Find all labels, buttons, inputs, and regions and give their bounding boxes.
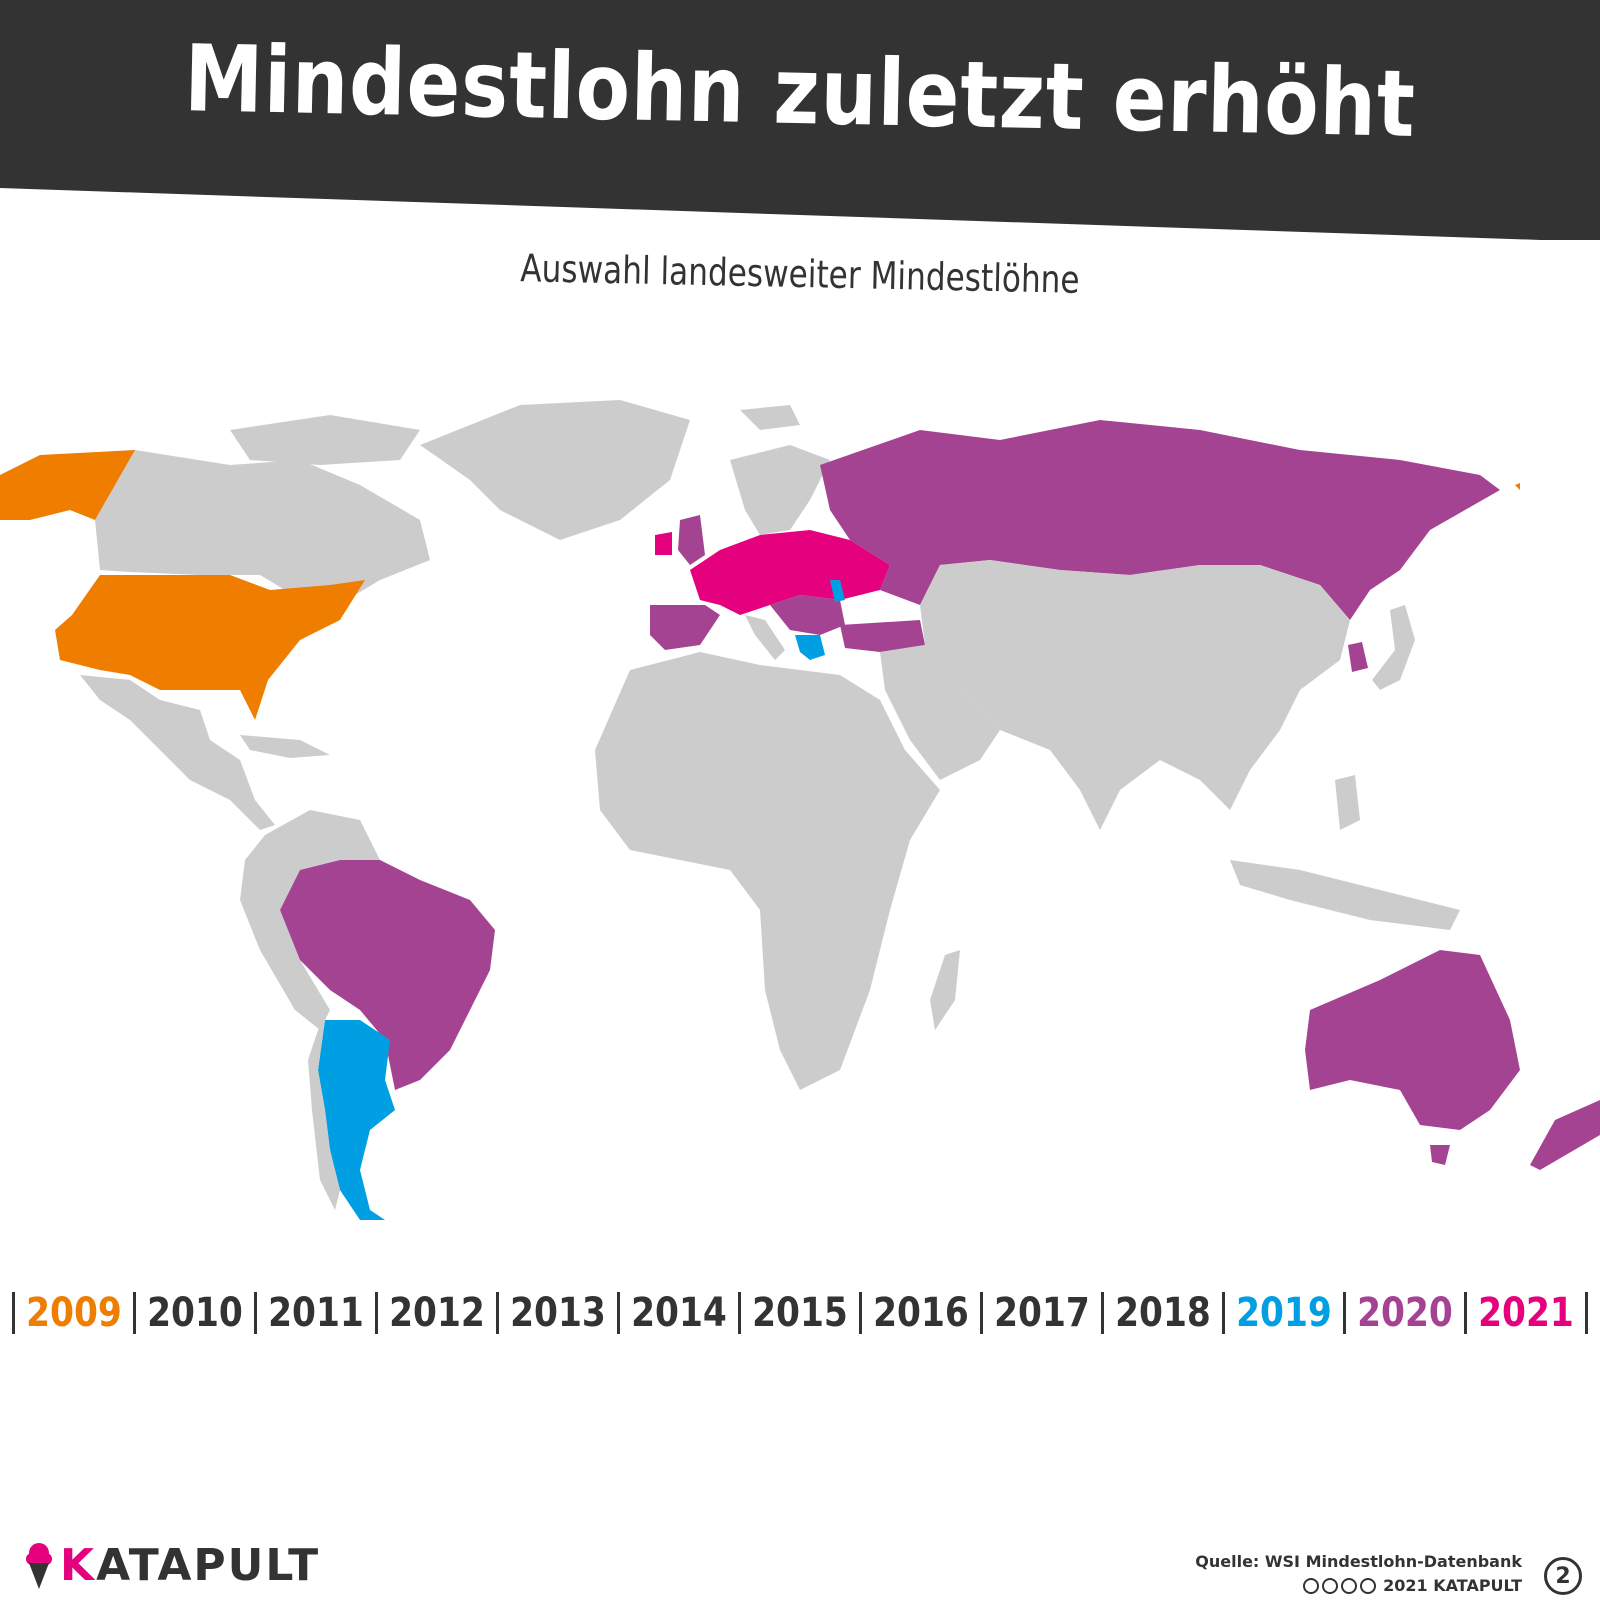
map-region-balkans bbox=[770, 595, 845, 635]
header-band bbox=[0, 0, 1600, 240]
legend-year-2015: 2015 bbox=[752, 1290, 848, 1336]
header-background bbox=[0, 0, 1600, 240]
logo-text: KATAPULT bbox=[60, 1540, 320, 1591]
map-region-mexico bbox=[80, 675, 275, 830]
legend-year-2016: 2016 bbox=[873, 1290, 969, 1336]
legend-year-2011: 2011 bbox=[268, 1290, 364, 1336]
logo-rest: ATAPULT bbox=[96, 1539, 321, 1591]
legend-year-2021: 2021 bbox=[1478, 1290, 1574, 1336]
legend-separator bbox=[738, 1292, 741, 1334]
map-region-spain-portugal bbox=[650, 605, 720, 650]
map-region-brazil bbox=[280, 860, 495, 1090]
map-region-new-zealand bbox=[1530, 1100, 1600, 1170]
legend-separator bbox=[12, 1292, 15, 1334]
logo-k: K bbox=[60, 1539, 97, 1591]
by-icon bbox=[1322, 1577, 1339, 1594]
map-region-usa bbox=[55, 575, 365, 720]
legend-year-2012: 2012 bbox=[389, 1290, 485, 1336]
legend-separator bbox=[133, 1292, 136, 1334]
source-note: Quelle: WSI Mindestlohn-Datenbank bbox=[1195, 1552, 1522, 1571]
map-region-arabia bbox=[880, 645, 1000, 780]
map-region-australia bbox=[1305, 950, 1520, 1130]
map-region-chukotka-wrap bbox=[1515, 483, 1520, 490]
legend-separator bbox=[859, 1292, 862, 1334]
legend-separator bbox=[254, 1292, 257, 1334]
map-region-greece bbox=[795, 635, 825, 660]
legend-year-2009: 2009 bbox=[26, 1290, 122, 1336]
map-region-tasmania bbox=[1430, 1145, 1450, 1165]
map-region-moldova bbox=[830, 580, 845, 602]
legend-separator bbox=[980, 1292, 983, 1334]
license-text: 2021 KATAPULT bbox=[1383, 1576, 1522, 1595]
map-region-chile bbox=[308, 1020, 340, 1210]
map-region-ireland bbox=[655, 532, 672, 555]
legend-year-2014: 2014 bbox=[631, 1290, 727, 1336]
map-region-madagascar bbox=[930, 950, 960, 1030]
map-region-russia bbox=[820, 420, 1500, 620]
legend-separator bbox=[1101, 1292, 1104, 1334]
legend-separator bbox=[1585, 1292, 1588, 1334]
map-region-south-america-north bbox=[240, 810, 380, 1030]
page-subtitle: Auswahl landesweiter Mindestlöhne bbox=[519, 246, 1081, 302]
world-map-svg bbox=[0, 400, 1600, 1220]
legend-year-2020: 2020 bbox=[1357, 1290, 1453, 1336]
map-region-alaska bbox=[0, 450, 135, 520]
map-region-italy bbox=[745, 615, 785, 660]
map-region-svalbard bbox=[740, 405, 800, 430]
map-region-japan bbox=[1372, 605, 1415, 690]
map-region-philippines bbox=[1335, 775, 1360, 830]
map-region-canada bbox=[95, 450, 430, 605]
nc-icon bbox=[1341, 1577, 1358, 1594]
map-region-arctic-islands bbox=[230, 415, 420, 465]
map-region-indonesia bbox=[1230, 860, 1460, 930]
nd-icon bbox=[1360, 1577, 1377, 1594]
year-legend: 2009 2010 2011 2012 2013 2014 2015 2016 2017 2018… bbox=[12, 1288, 1588, 1338]
map-region-greenland bbox=[420, 400, 690, 540]
katapult-logo: KATAPULT bbox=[26, 1540, 320, 1591]
cc-icon bbox=[1303, 1577, 1320, 1594]
legend-separator bbox=[1222, 1292, 1225, 1334]
legend-year-2017: 2017 bbox=[994, 1290, 1090, 1336]
legend-year-2013: 2013 bbox=[510, 1290, 606, 1336]
legend-year-2019: 2019 bbox=[1236, 1290, 1332, 1336]
map-region-caribbean bbox=[240, 735, 330, 758]
legend-separator bbox=[1343, 1292, 1346, 1334]
legend-separator bbox=[617, 1292, 620, 1334]
map-region-scandinavia bbox=[730, 445, 830, 535]
map-region-south-korea bbox=[1348, 642, 1368, 672]
map-region-argentina bbox=[318, 1020, 395, 1220]
map-region-africa bbox=[595, 652, 940, 1090]
license-line: 2021 KATAPULT bbox=[1303, 1576, 1522, 1595]
legend-year-2018: 2018 bbox=[1115, 1290, 1211, 1336]
legend-separator bbox=[375, 1292, 378, 1334]
map-region-uk bbox=[678, 515, 705, 565]
legend-year-2010: 2010 bbox=[147, 1290, 243, 1336]
world-map bbox=[0, 390, 1600, 1250]
legend-separator bbox=[496, 1292, 499, 1334]
issue-badge: 2 bbox=[1544, 1557, 1582, 1595]
map-region-asia bbox=[920, 560, 1350, 830]
legend-separator bbox=[1464, 1292, 1467, 1334]
ice-cream-icon bbox=[26, 1543, 52, 1589]
map-region-turkey bbox=[840, 620, 925, 652]
